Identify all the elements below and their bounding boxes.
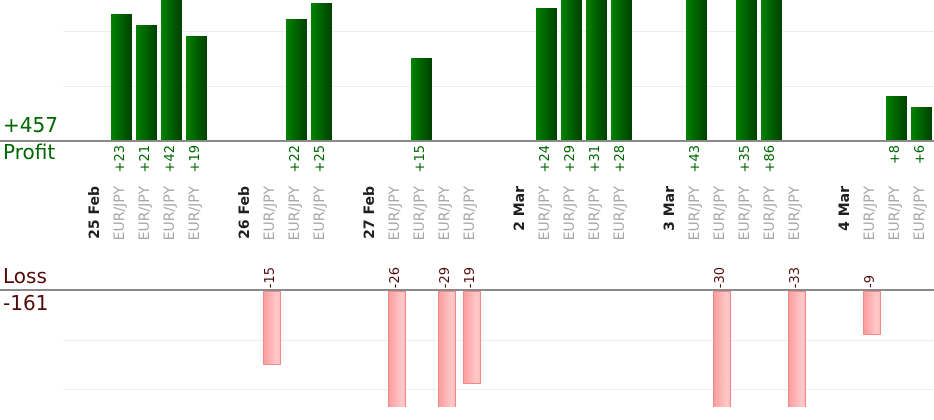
profit-value-label: +35 [737, 145, 753, 173]
profit-gridline-20 [63, 31, 934, 32]
loss-value-label: -9 [862, 275, 878, 288]
profit-value-label: +28 [612, 145, 628, 173]
x-axis-date-label: 25 Feb [86, 186, 103, 239]
profit-total-label: +457 [3, 113, 58, 137]
profit-value-label: +43 [687, 145, 703, 173]
profit-bar [586, 0, 607, 140]
x-axis-symbol-label: EUR/JPY [686, 186, 703, 241]
x-axis-symbol-label: EUR/JPY [886, 186, 903, 241]
profit-value-label: +29 [562, 145, 578, 173]
loss-bar [462, 291, 481, 385]
profit-value-label: +8 [887, 145, 903, 165]
profit-value-label: +25 [312, 145, 328, 173]
loss-bar [262, 291, 281, 365]
loss-axis-label: Loss [3, 264, 47, 288]
profit-value-label: +31 [587, 145, 603, 173]
loss-bar [387, 291, 406, 407]
profit-value-label: +22 [287, 145, 303, 173]
x-axis-date-label: 4 Mar [836, 186, 853, 231]
loss-gridline-10 [63, 340, 934, 341]
profit-bar [186, 35, 207, 140]
profit-gridline-10 [63, 86, 934, 87]
x-axis-date-label: 26 Feb [236, 186, 253, 239]
profit-bar [111, 13, 132, 140]
loss-value-label: -29 [437, 266, 453, 288]
loss-bar [862, 291, 881, 336]
profit-bar [686, 0, 707, 140]
x-axis-symbol-label: EUR/JPY [136, 186, 153, 241]
profit-bar [411, 57, 432, 140]
loss-gridline-20 [63, 389, 934, 390]
x-axis-symbol-label: EUR/JPY [561, 186, 578, 241]
x-axis-symbol-label: EUR/JPY [611, 186, 628, 241]
x-axis-symbol-label: EUR/JPY [286, 186, 303, 241]
loss-total-label: -161 [3, 291, 49, 315]
profit-value-label: +23 [112, 145, 128, 173]
loss-bar [787, 291, 806, 407]
profit-axis-line [0, 140, 934, 142]
x-axis-symbol-label: EUR/JPY [461, 186, 478, 241]
profit-value-label: +42 [162, 145, 178, 173]
loss-bars-area [0, 291, 934, 407]
x-axis-symbol-label: EUR/JPY [411, 186, 428, 241]
profit-bar [136, 24, 157, 140]
profit-bar [911, 107, 932, 140]
x-axis-date-label: 2 Mar [511, 186, 528, 231]
profit-axis-label: Profit [3, 140, 56, 164]
x-axis-symbol-label: EUR/JPY [311, 186, 328, 241]
profit-bar [161, 0, 182, 140]
x-axis-symbol-label: EUR/JPY [536, 186, 553, 241]
loss-axis-line [0, 289, 934, 291]
x-axis-symbol-label: EUR/JPY [786, 186, 803, 241]
x-axis-symbol-label: EUR/JPY [911, 186, 928, 241]
x-axis-symbol-label: EUR/JPY [111, 186, 128, 241]
profit-value-label: +19 [187, 145, 203, 173]
x-axis-symbol-label: EUR/JPY [761, 186, 778, 241]
x-axis-symbol-label: EUR/JPY [861, 186, 878, 241]
loss-value-label: -19 [462, 266, 478, 288]
x-axis-symbol-label: EUR/JPY [736, 186, 753, 241]
profit-value-label: +86 [762, 145, 778, 173]
x-axis-date-label: 27 Feb [361, 186, 378, 239]
x-axis-symbol-label: EUR/JPY [161, 186, 178, 241]
profit-value-label: +15 [412, 145, 428, 173]
profit-value-label: +21 [137, 145, 153, 173]
x-axis-symbol-label: EUR/JPY [186, 186, 203, 241]
x-axis-date-label: 3 Mar [661, 186, 678, 231]
x-axis-symbol-label: EUR/JPY [711, 186, 728, 241]
loss-value-label: -30 [712, 266, 728, 288]
profit-bar [561, 0, 582, 140]
loss-value-label: -33 [787, 266, 803, 288]
loss-bar [437, 291, 456, 407]
loss-bar [712, 291, 731, 407]
profit-value-label: +6 [912, 145, 928, 165]
profit-bar [286, 19, 307, 140]
x-axis-symbol-label: EUR/JPY [436, 186, 453, 241]
x-axis-symbol-label: EUR/JPY [586, 186, 603, 241]
profit-bar [886, 96, 907, 140]
profit-value-label: +24 [537, 145, 553, 173]
loss-value-label: -15 [262, 266, 278, 288]
profit-bar [536, 8, 557, 140]
profit-bar [736, 0, 757, 140]
profit-bar [611, 0, 632, 140]
profit-bars-area [0, 0, 934, 140]
x-axis-symbol-label: EUR/JPY [386, 186, 403, 241]
profit-bar [311, 2, 332, 140]
x-axis-symbol-label: EUR/JPY [261, 186, 278, 241]
profit-bar [761, 0, 782, 140]
loss-value-label: -26 [387, 266, 403, 288]
